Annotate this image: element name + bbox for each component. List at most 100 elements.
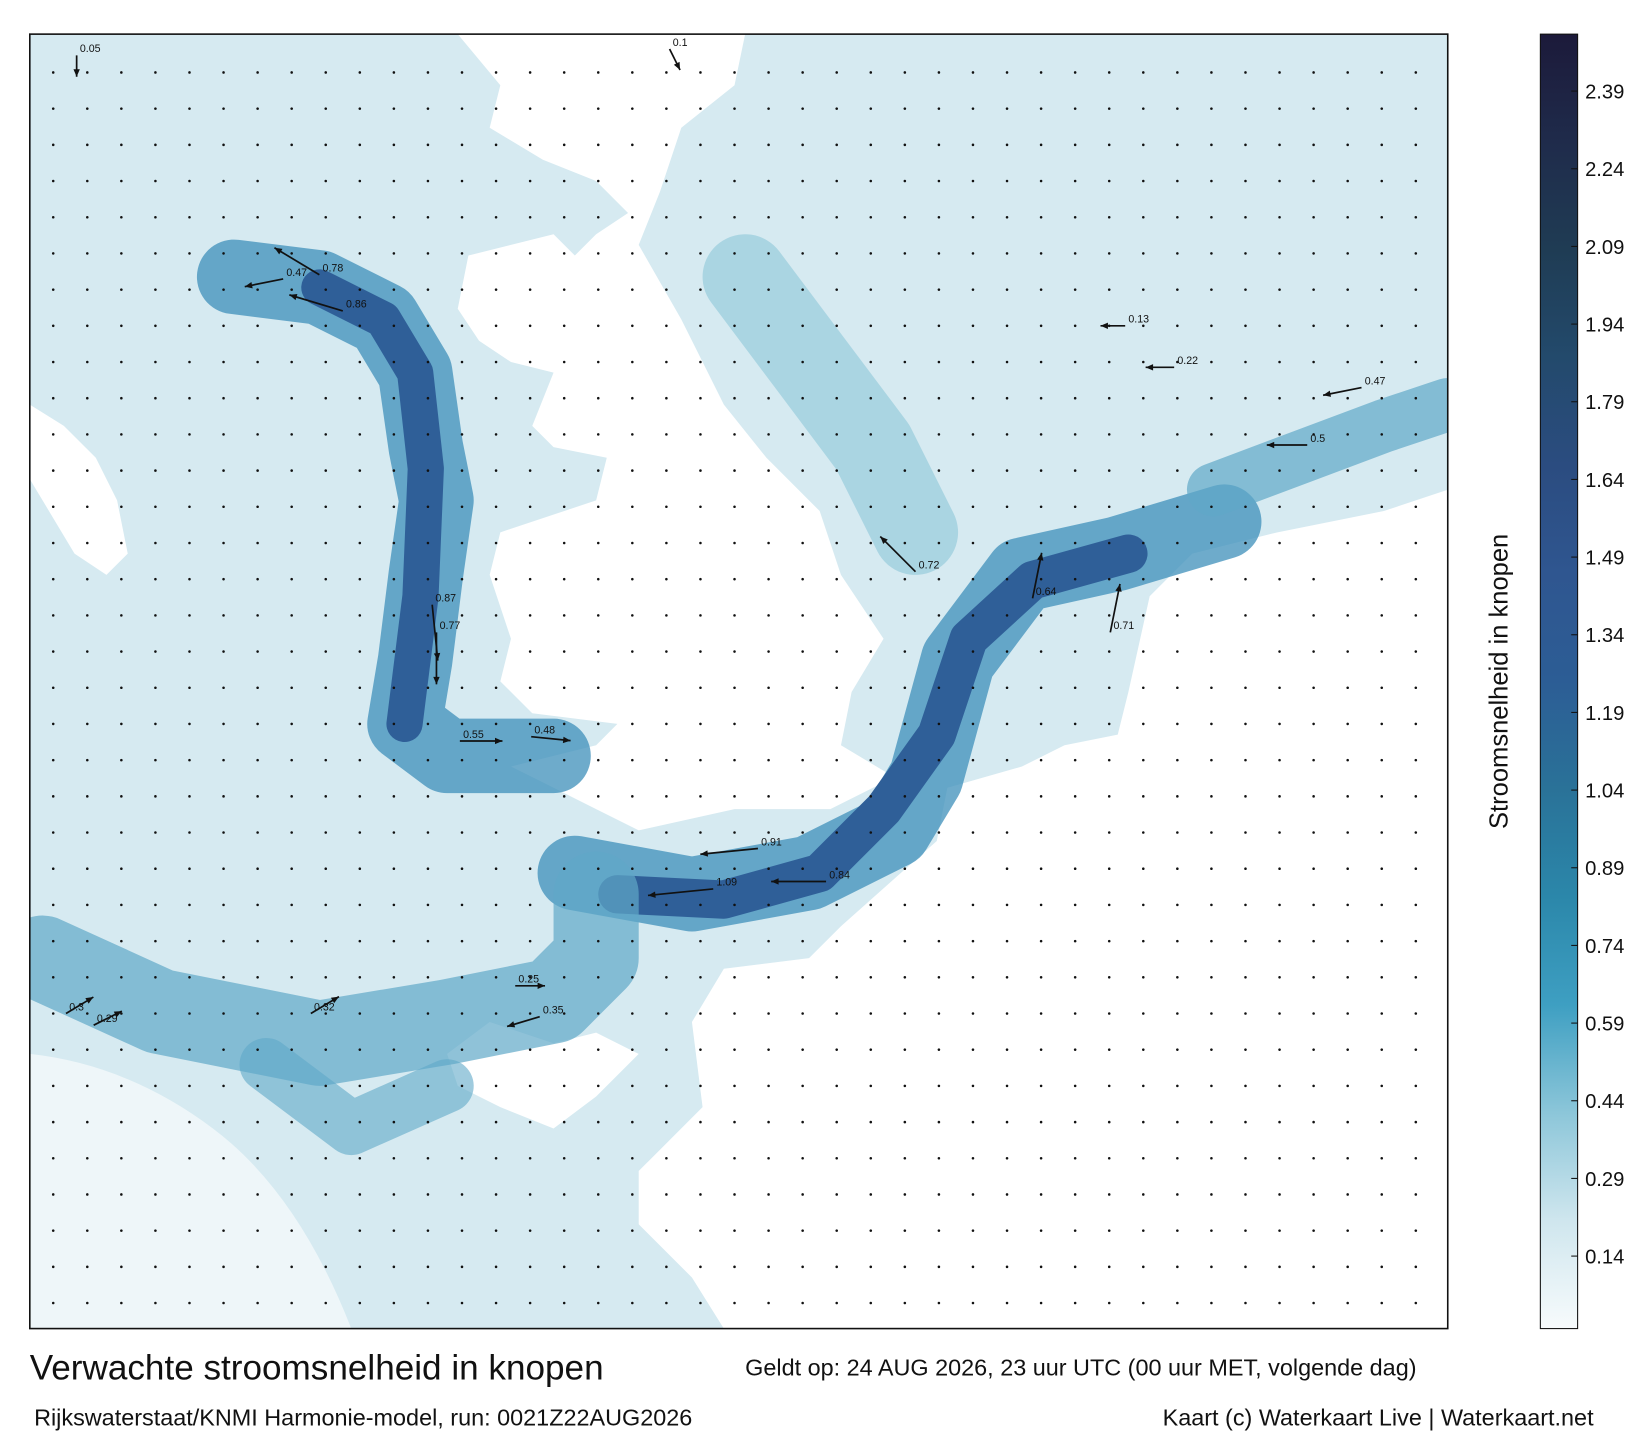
grid-dot xyxy=(222,324,225,328)
grid-dot xyxy=(1039,1265,1043,1269)
grid-dot xyxy=(801,324,804,328)
grid-dot xyxy=(937,867,941,870)
grid-dot xyxy=(596,469,600,472)
grid-dot xyxy=(86,469,89,472)
grid-dot xyxy=(767,1048,770,1051)
grid-dot xyxy=(324,1301,328,1305)
grid-dot xyxy=(903,324,907,328)
grid-dot xyxy=(188,831,191,834)
grid-dot xyxy=(51,1193,55,1196)
grid-dot xyxy=(801,1084,804,1088)
grid-dot xyxy=(1278,758,1281,762)
grid-dot xyxy=(733,396,736,400)
grid-dot xyxy=(903,505,907,509)
grid-dot xyxy=(937,722,941,726)
grid-dot xyxy=(801,614,804,617)
grid-dot xyxy=(971,288,975,291)
grid-dot xyxy=(51,143,55,147)
grid-dot xyxy=(256,1265,259,1269)
grid-dot xyxy=(801,252,804,255)
grid-dot xyxy=(1142,505,1145,509)
grid-dot xyxy=(256,288,259,291)
grid-dot xyxy=(801,215,804,219)
grid-dot xyxy=(426,107,430,110)
grid-dot xyxy=(1210,469,1213,472)
grid-dot xyxy=(869,1012,873,1015)
grid-dot xyxy=(154,1012,157,1015)
grid-dot xyxy=(1107,1265,1111,1269)
grid-dot xyxy=(767,541,770,545)
grid-dot xyxy=(665,252,668,255)
grid-dot xyxy=(290,1048,293,1051)
speed-label: 0.77 xyxy=(440,620,461,632)
grid-dot xyxy=(699,396,702,400)
grid-dot xyxy=(222,831,225,834)
grid-dot xyxy=(494,939,498,943)
grid-dot xyxy=(392,1265,396,1269)
grid-dot xyxy=(222,1301,225,1305)
grid-dot xyxy=(1380,433,1384,436)
grid-dot xyxy=(1312,252,1315,255)
grid-dot xyxy=(256,795,259,798)
grid-dot xyxy=(1380,1012,1384,1015)
grid-dot xyxy=(290,976,293,979)
grid-dot xyxy=(460,541,464,545)
grid-dot xyxy=(767,252,770,255)
grid-dot xyxy=(358,324,362,328)
grid-dot xyxy=(971,324,975,328)
grid-dot xyxy=(1210,939,1213,943)
grid-dot xyxy=(937,1301,941,1305)
grid-dot xyxy=(767,324,770,328)
grid-dot xyxy=(460,939,464,943)
grid-dot xyxy=(528,577,532,581)
grid-dot xyxy=(188,903,191,907)
grid-dot xyxy=(733,1229,736,1232)
grid-dot xyxy=(1380,1229,1384,1232)
grid-dot xyxy=(1005,976,1009,979)
grid-dot xyxy=(1244,1265,1247,1269)
grid-dot xyxy=(937,324,941,328)
grid-dot xyxy=(392,433,396,436)
grid-dot xyxy=(188,360,191,364)
grid-dot xyxy=(937,252,941,255)
grid-dot xyxy=(801,396,804,400)
grid-dot xyxy=(256,433,259,436)
grid-dot xyxy=(971,686,975,690)
grid-dot xyxy=(188,867,191,870)
grid-dot xyxy=(1073,939,1077,943)
grid-dot xyxy=(290,577,293,581)
grid-dot xyxy=(1005,179,1009,183)
grid-dot xyxy=(1073,1265,1077,1269)
grid-dot xyxy=(1176,179,1179,183)
grid-dot xyxy=(290,541,293,545)
grid-dot xyxy=(1142,1301,1145,1305)
grid-dot xyxy=(1380,795,1384,798)
grid-dot xyxy=(801,650,804,653)
grid-dot xyxy=(1414,903,1418,907)
grid-dot xyxy=(1073,179,1077,183)
grid-dot xyxy=(665,107,668,110)
grid-dot xyxy=(801,143,804,147)
grid-dot xyxy=(1107,722,1111,726)
grid-dot xyxy=(1312,1120,1315,1124)
grid-dot xyxy=(733,179,736,183)
grid-dot xyxy=(767,143,770,147)
grid-dot xyxy=(51,1120,55,1124)
grid-dot xyxy=(1039,288,1043,291)
grid-dot xyxy=(903,614,907,617)
grid-dot xyxy=(562,505,566,509)
speed-label: 0.84 xyxy=(829,869,850,881)
grid-dot xyxy=(51,252,55,255)
grid-dot xyxy=(1312,360,1315,364)
grid-dot xyxy=(562,577,566,581)
grid-dot xyxy=(1346,758,1349,762)
grid-dot xyxy=(290,360,293,364)
grid-dot xyxy=(733,505,736,509)
grid-dot xyxy=(835,360,838,364)
grid-dot xyxy=(324,650,328,653)
grid-dot xyxy=(1312,324,1315,328)
grid-dot xyxy=(86,252,89,255)
grid-dot xyxy=(801,1156,804,1160)
grid-dot xyxy=(937,686,941,690)
grid-dot xyxy=(665,396,668,400)
